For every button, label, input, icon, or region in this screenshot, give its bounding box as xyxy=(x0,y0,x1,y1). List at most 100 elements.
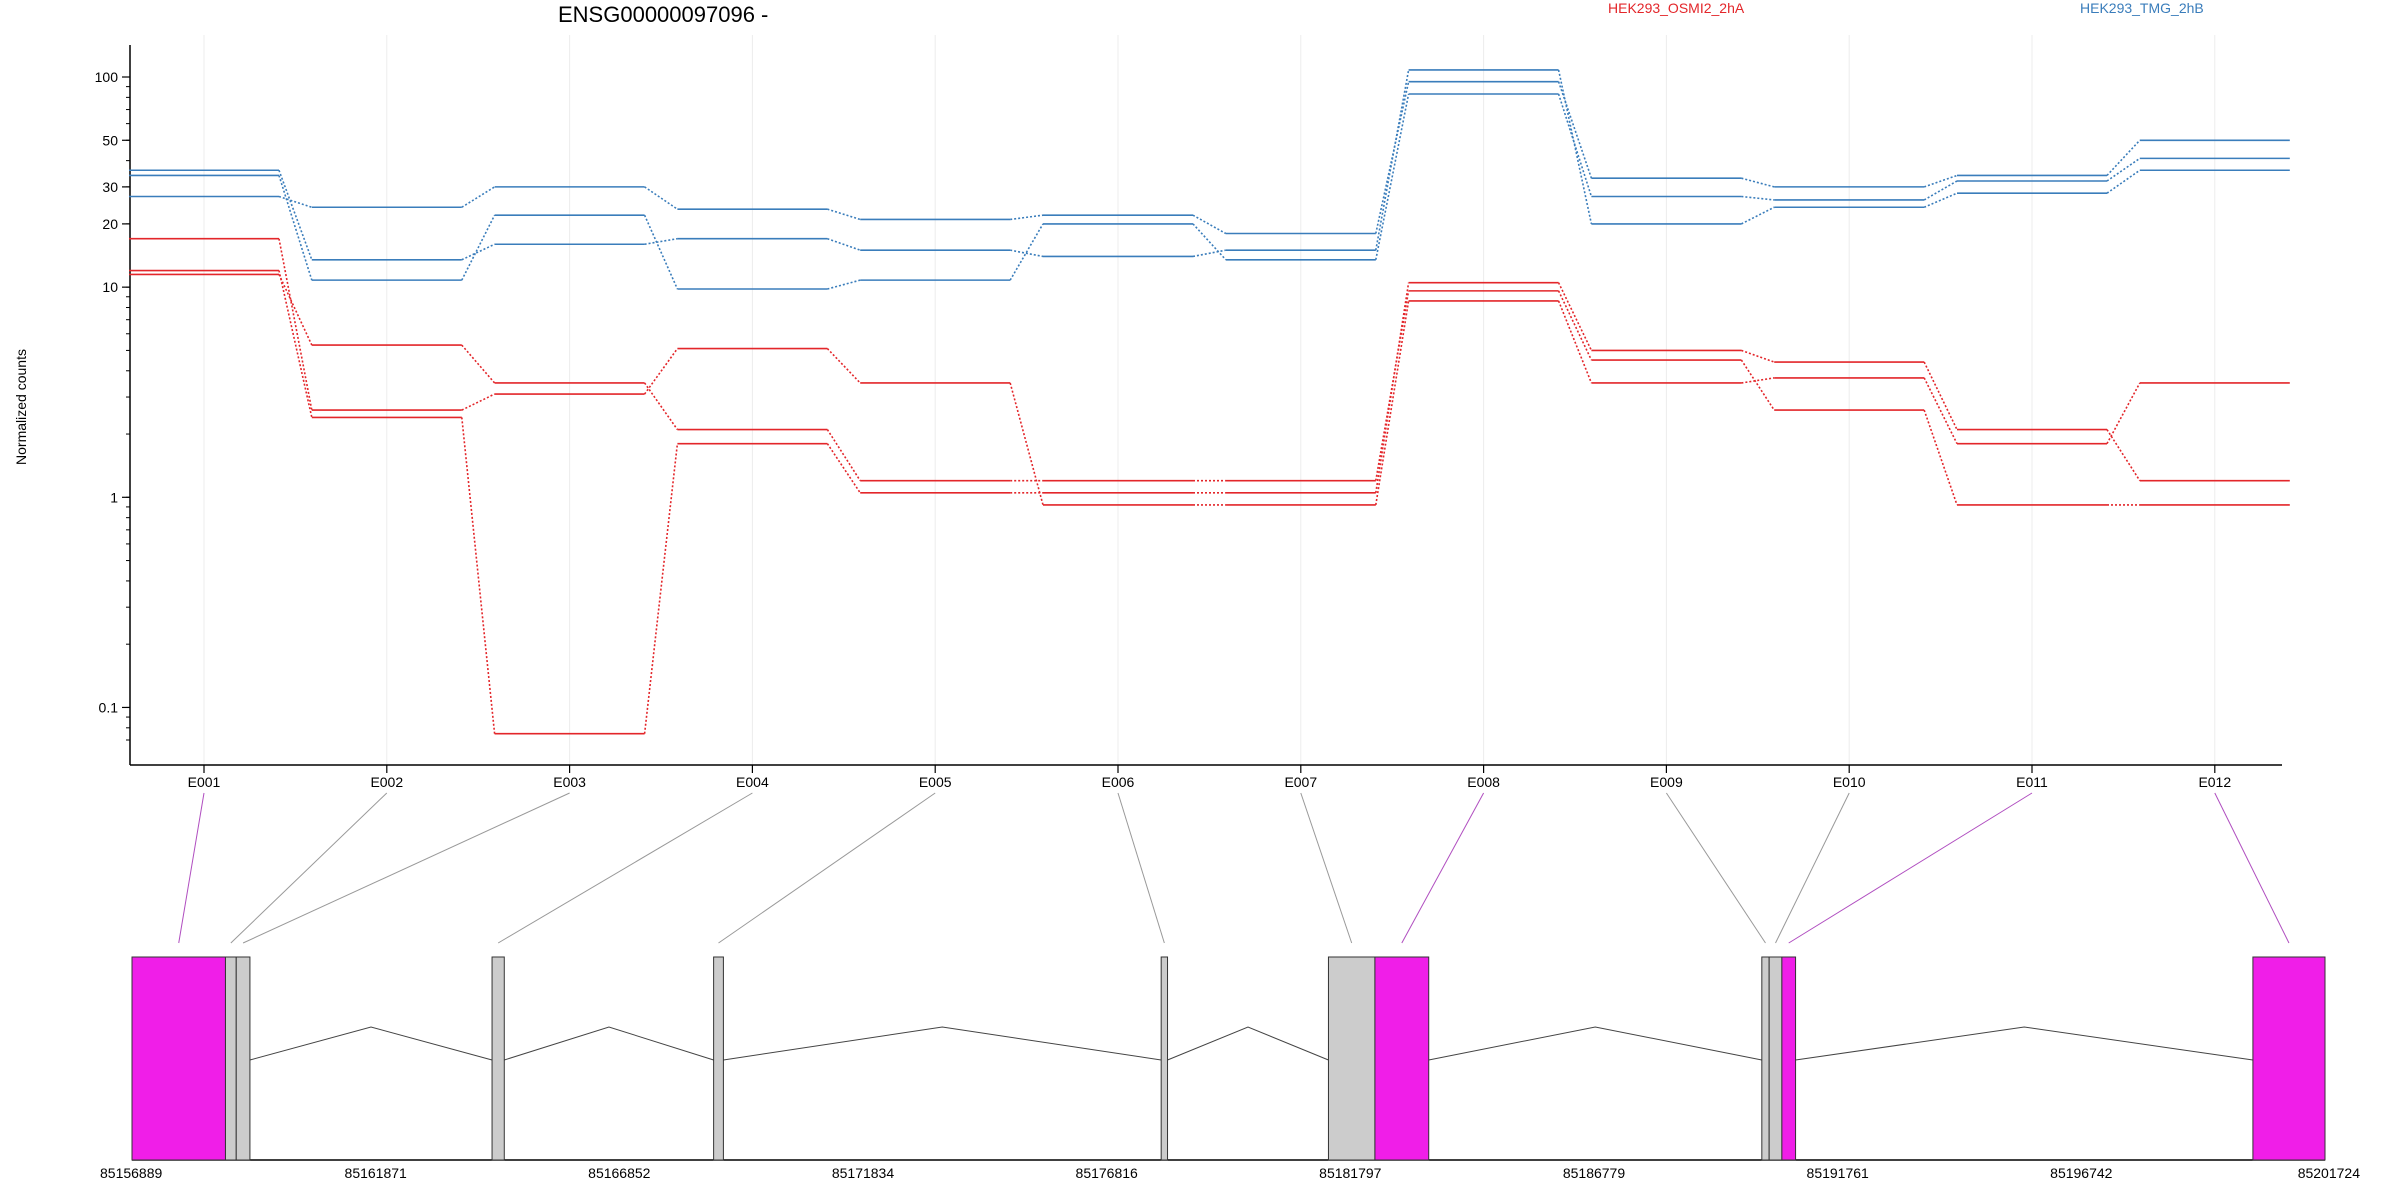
exon-e012 xyxy=(2252,956,2326,1161)
x-tick-label-e001: E001 xyxy=(188,774,221,790)
y-tick-label: 100 xyxy=(95,69,119,85)
exon-connector-e005 xyxy=(718,792,936,944)
x-tick-label-e007: E007 xyxy=(1284,774,1317,790)
genomic-coordinate-label: 85196742 xyxy=(2050,1165,2113,1181)
y-tick-label: 30 xyxy=(102,179,118,195)
series-6 xyxy=(129,273,2290,506)
series-connector xyxy=(1192,223,1227,261)
series-2 xyxy=(129,93,2290,290)
series-4 xyxy=(129,237,2290,506)
intron-line xyxy=(723,1026,1162,1061)
x-tick-label-e002: E002 xyxy=(370,774,403,790)
exon-e011 xyxy=(1781,956,1797,1161)
series-connector xyxy=(643,214,679,290)
series-connector xyxy=(1923,174,1958,188)
series-connector xyxy=(1192,249,1226,258)
exon-connector-e006 xyxy=(1117,792,1165,944)
exon-connector-e008 xyxy=(1401,792,1485,944)
series-connector xyxy=(1009,382,1044,506)
series-3 xyxy=(129,80,2290,235)
exon-connector-e001 xyxy=(178,792,205,944)
intron-line xyxy=(1428,1026,1762,1061)
series-connector xyxy=(278,175,313,281)
chart-text: ENSG00000097096 - HEK293_OSMI2_2hA HEK29… xyxy=(13,0,2204,465)
series-connector xyxy=(461,186,496,208)
exon-connector-e004 xyxy=(497,792,753,944)
exon-connector-lines xyxy=(178,792,2290,944)
series-connector xyxy=(1923,409,1958,506)
series-connector xyxy=(1375,81,1410,234)
series-connector xyxy=(2106,157,2141,182)
series-connector xyxy=(1375,93,1410,260)
exon-connector-e009 xyxy=(1665,792,1766,944)
series-connector xyxy=(1010,249,1044,258)
series-connector xyxy=(278,270,313,418)
exon-e003 xyxy=(235,956,251,1161)
series-connector xyxy=(1192,214,1227,235)
series-connector xyxy=(826,348,861,384)
exon-connector-e012 xyxy=(2214,792,2290,944)
genomic-coordinate-label: 85176816 xyxy=(1076,1165,1139,1181)
series-connector xyxy=(278,169,313,261)
series-connector xyxy=(1557,300,1593,384)
series-connector xyxy=(1923,361,1958,430)
series-connector xyxy=(278,195,313,209)
exon-connector-e002 xyxy=(230,792,388,944)
x-tick-label-e012: E012 xyxy=(2198,774,2231,790)
series-connector xyxy=(1375,69,1410,251)
expression-series xyxy=(129,69,2290,735)
exon-e008 xyxy=(1374,956,1430,1161)
series-connector xyxy=(278,274,313,346)
intron-line xyxy=(1167,1026,1329,1061)
y-axis-label: Normalized counts xyxy=(13,349,29,465)
genomic-coordinate-label: 85201724 xyxy=(2298,1165,2361,1181)
genomic-coordinate-label: 85186779 xyxy=(1563,1165,1626,1181)
series-connector xyxy=(1010,214,1044,221)
series-connector xyxy=(643,382,679,431)
y-tick-label: 50 xyxy=(102,132,118,148)
legend-entry-tmg: HEK293_TMG_2hB xyxy=(2080,0,2204,16)
series-connector xyxy=(644,186,678,210)
exon-e001 xyxy=(131,956,226,1161)
series-connector xyxy=(461,393,495,411)
genomic-coordinate-label: 85161871 xyxy=(345,1165,408,1181)
gene-model: 85156889 85161871 85166852 85171834 85176816… xyxy=(100,956,2361,1181)
series-connector xyxy=(1375,282,1410,493)
genomic-coordinate-label: 85171834 xyxy=(832,1165,895,1181)
series-5 xyxy=(129,269,2290,735)
series-connector xyxy=(1375,300,1410,506)
y-tick-label: 10 xyxy=(102,279,118,295)
y-tick-label: 1 xyxy=(110,489,118,505)
vertical-gridlines xyxy=(203,35,2216,765)
series-connector xyxy=(1741,177,1775,188)
plot-axes: 0.1 1 10 20 30 50 100 E001 E002 E003 E004 E005 E006 E… xyxy=(95,45,2282,790)
exon-e006 xyxy=(1160,956,1169,1161)
intron-line xyxy=(249,1026,493,1061)
x-tick-label-e010: E010 xyxy=(1833,774,1866,790)
series-connector xyxy=(1557,290,1593,361)
x-tick-label-e011: E011 xyxy=(2016,774,2048,790)
series-connector xyxy=(461,214,496,281)
series-connector xyxy=(1375,290,1410,481)
series-connector xyxy=(826,443,861,494)
exon-e007 xyxy=(1327,956,1376,1161)
chart-title: ENSG00000097096 - xyxy=(558,2,768,27)
series-connector xyxy=(1740,359,1775,411)
series-connector xyxy=(461,344,496,384)
series-connector xyxy=(461,417,496,734)
exon-connector-e007 xyxy=(1300,792,1353,944)
y-tick-label: 20 xyxy=(102,216,118,232)
genomic-coordinate-label: 85191761 xyxy=(1807,1165,1870,1181)
series-connector xyxy=(2106,382,2141,445)
exon-e010 xyxy=(1768,956,1783,1161)
series-connector xyxy=(827,208,861,221)
legend-entry-osmi2: HEK293_OSMI2_2hA xyxy=(1608,0,1745,16)
series-connector xyxy=(1923,192,1958,208)
series-connector xyxy=(2106,139,2141,177)
intron-line xyxy=(504,1026,714,1061)
series-connector xyxy=(1923,180,1958,201)
exon-connector-e010 xyxy=(1775,792,1850,944)
x-tick-label-e008: E008 xyxy=(1467,774,1500,790)
genomic-coordinate-label: 85181797 xyxy=(1319,1165,1382,1181)
exon-e005 xyxy=(713,956,724,1161)
